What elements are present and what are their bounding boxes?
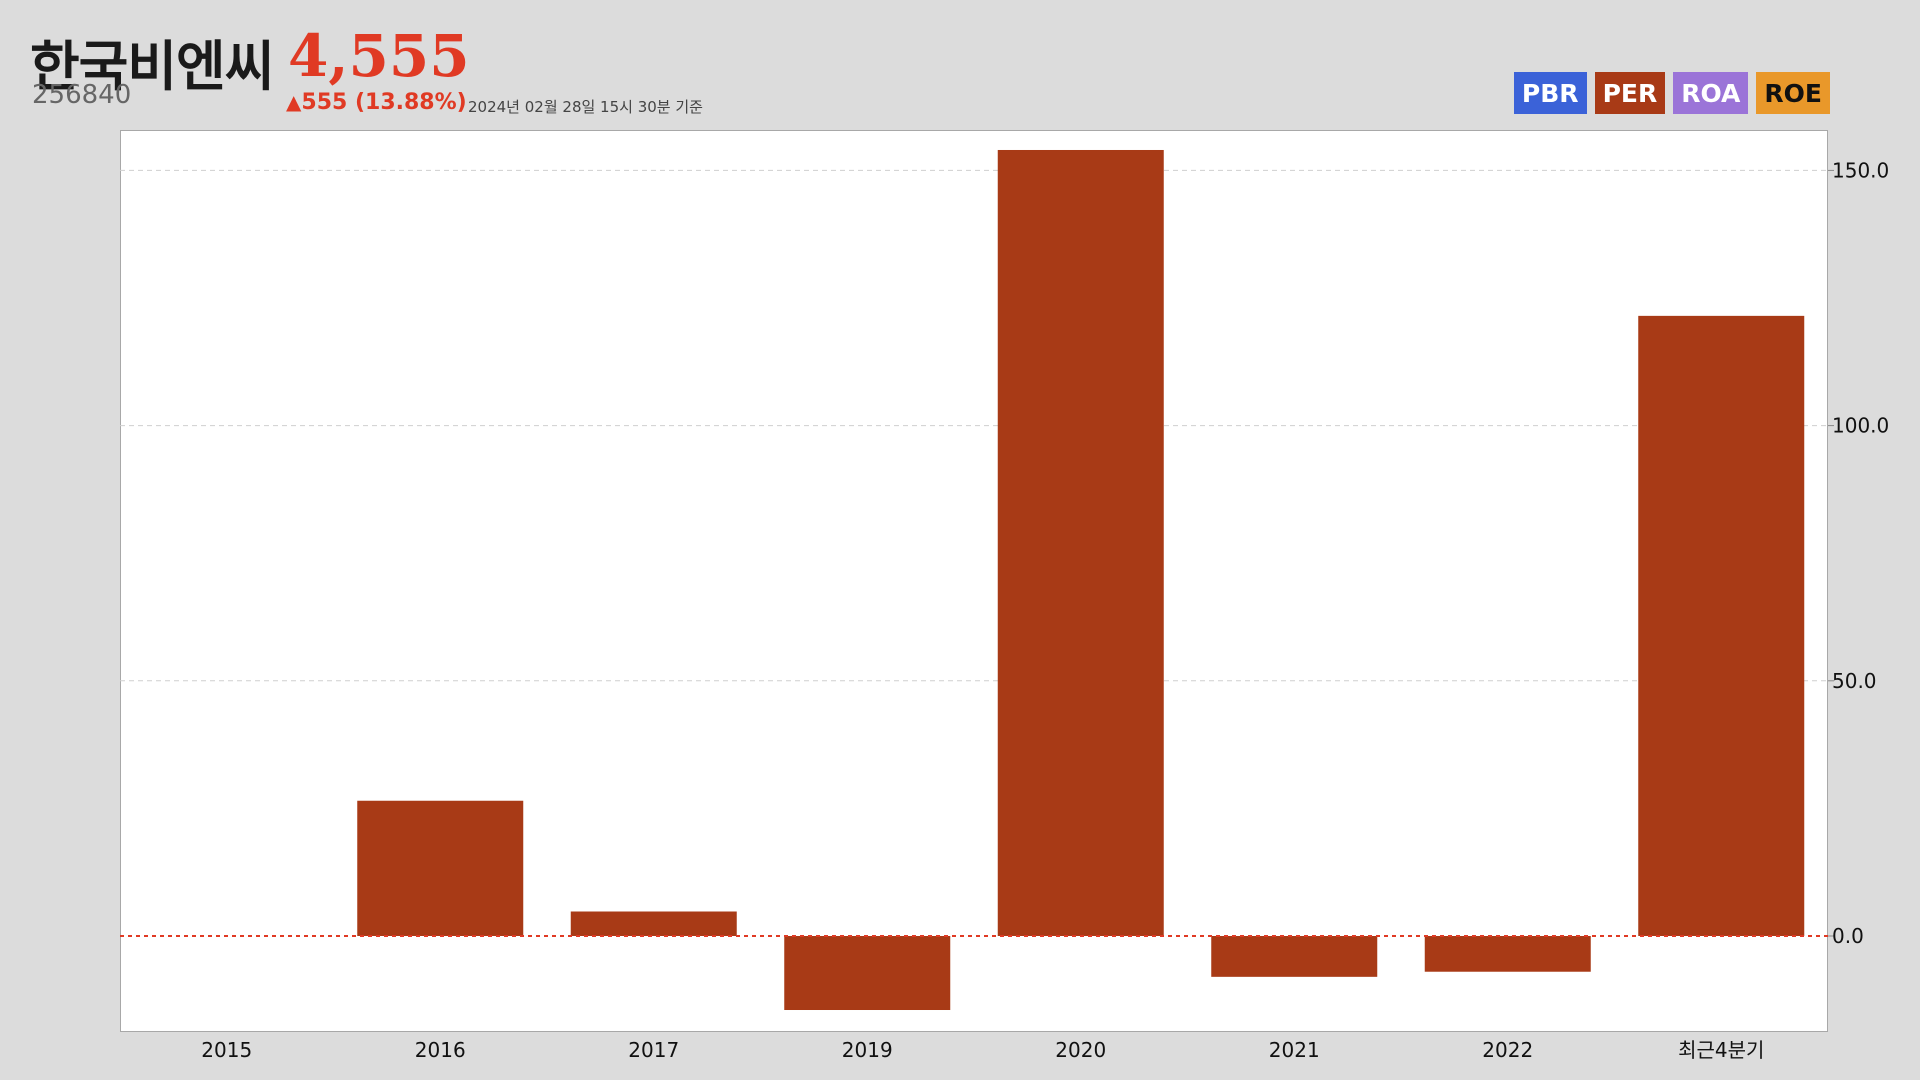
price-change-value: 555 (13.88%) bbox=[301, 90, 467, 115]
per-button[interactable]: PER bbox=[1594, 72, 1666, 114]
bar-2019 bbox=[784, 936, 951, 1011]
y-tick-label: 50.0 bbox=[1832, 669, 1877, 693]
price-change: ▲555 (13.88%) bbox=[286, 90, 467, 115]
bar-2017 bbox=[570, 911, 737, 936]
x-tick-label: 2022 bbox=[1482, 1038, 1533, 1062]
bar-2022 bbox=[1424, 936, 1591, 972]
current-price: 4,555 bbox=[288, 22, 470, 90]
roe-button[interactable]: ROE bbox=[1756, 72, 1830, 114]
y-tick-label: 100.0 bbox=[1832, 414, 1889, 438]
stock-name: 한국비엔씨 bbox=[30, 35, 274, 98]
y-tick-label: 150.0 bbox=[1832, 158, 1889, 182]
timestamp: 2024년 02월 28일 15시 30분 기준 bbox=[468, 98, 703, 116]
x-tick-label: 2020 bbox=[1055, 1038, 1106, 1062]
up-arrow-icon: ▲ bbox=[286, 90, 302, 114]
x-tick-label: 2021 bbox=[1269, 1038, 1320, 1062]
y-tick-label: 0.0 bbox=[1832, 924, 1864, 948]
bar-2016 bbox=[357, 800, 524, 936]
x-tick-label: 2016 bbox=[415, 1038, 466, 1062]
bar-2020 bbox=[997, 149, 1164, 936]
roa-button[interactable]: ROA bbox=[1673, 72, 1749, 114]
metric-selector: PBR PER ROA ROE bbox=[1513, 72, 1830, 114]
pbr-button[interactable]: PBR bbox=[1513, 72, 1587, 114]
x-tick-label: 2015 bbox=[201, 1038, 252, 1062]
x-tick-label: 최근4분기 bbox=[1678, 1038, 1764, 1062]
bar-최근4분기 bbox=[1638, 315, 1805, 936]
x-tick-label: 2017 bbox=[628, 1038, 679, 1062]
stock-code: 256840 bbox=[32, 80, 132, 110]
bar-2021 bbox=[1211, 936, 1378, 977]
x-tick-label: 2019 bbox=[842, 1038, 893, 1062]
